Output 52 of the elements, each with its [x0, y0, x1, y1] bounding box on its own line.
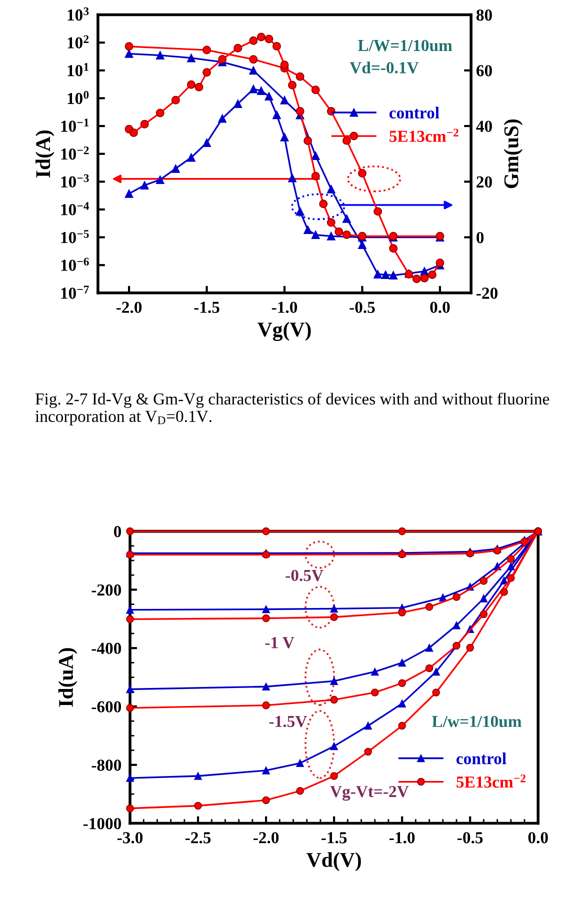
- x-tick-label: -0.5: [350, 302, 375, 314]
- y-tick-label: -200: [92, 584, 122, 596]
- legend-label: 5E13cm$^{−2}$: [456, 774, 526, 788]
- y2-tick-label: 20: [476, 176, 492, 188]
- y-tick-label: 10$^{0}$: [68, 90, 89, 104]
- y-tick-label: 10$^{3}$: [68, 7, 89, 21]
- legend-label: 5E13cm$^{−2}$: [390, 128, 458, 142]
- x-tick-label: -2.0: [116, 302, 142, 314]
- annotation: -0.5V: [286, 570, 324, 582]
- y-tick-label: -400: [92, 642, 122, 654]
- x-tick-label: -1.5: [321, 832, 347, 844]
- legend-label: control: [389, 106, 440, 118]
- y-tick-label: -600: [92, 701, 122, 712]
- y-tick-label: 0: [114, 526, 122, 538]
- y2-tick-label: 60: [476, 65, 492, 76]
- y-tick-label: 10$^{−4}$: [61, 202, 90, 216]
- y-tick-label: 10$^{1}$: [68, 63, 88, 76]
- y-tick-label: 10$^{−6}$: [61, 258, 89, 271]
- y2-tick-label: 0: [476, 232, 484, 244]
- y-tick-label: 10$^{−7}$: [61, 286, 89, 299]
- y-axis-title: Id(A): [35, 130, 54, 178]
- annotation: -1.5V: [269, 716, 307, 728]
- x-tick-label: -2.0: [253, 832, 279, 844]
- x-tick-label: -1.0: [272, 302, 298, 314]
- y-tick-label: 10$^{−1}$: [61, 118, 89, 132]
- x-tick-label: -3.0: [117, 832, 143, 844]
- annotation: Vd=-0.1V: [350, 62, 419, 74]
- annotation: Vg-Vt=-2V: [330, 786, 409, 801]
- x-tick-label: 0.0: [528, 832, 548, 844]
- x-axis-title: Vd(V): [306, 852, 361, 872]
- annotation: L/w=1/10um: [432, 716, 522, 728]
- x-tick-label: -0.5: [458, 832, 483, 844]
- annotation: L/W=1/10um: [358, 40, 452, 52]
- y-tick-label: 10$^{2}$: [68, 35, 89, 48]
- y2-axis-title: Gm(uS): [504, 119, 523, 188]
- y2-tick-label: -20: [476, 288, 498, 299]
- x-tick-label: -2.5: [185, 832, 211, 844]
- y2-tick-label: 40: [476, 120, 492, 132]
- x-tick-label: 0.0: [430, 302, 450, 314]
- y-tick-label: -800: [92, 760, 122, 771]
- y-tick-label: 10$^{−2}$: [61, 146, 89, 160]
- caption: Fig. 2-7 Id-Vg & Gm-Vg characteristics of devices with and without fluorine incorporation at V$_{D}$=0.1V.: [35, 392, 550, 426]
- legend-label: control: [456, 752, 506, 764]
- annotation: -1 V: [265, 637, 294, 648]
- x-tick-label: -1.5: [194, 302, 220, 314]
- y2-tick-label: 80: [476, 9, 492, 21]
- y-tick-label: 10$^{−5}$: [61, 230, 89, 244]
- x-axis-title: Vg(V): [258, 322, 311, 341]
- y-axis-title: Id(uA): [58, 648, 78, 707]
- y-tick-label: -1000: [83, 818, 122, 830]
- x-tick-label: -1.0: [389, 832, 415, 844]
- y-tick-label: 10$^{−3}$: [61, 174, 89, 188]
